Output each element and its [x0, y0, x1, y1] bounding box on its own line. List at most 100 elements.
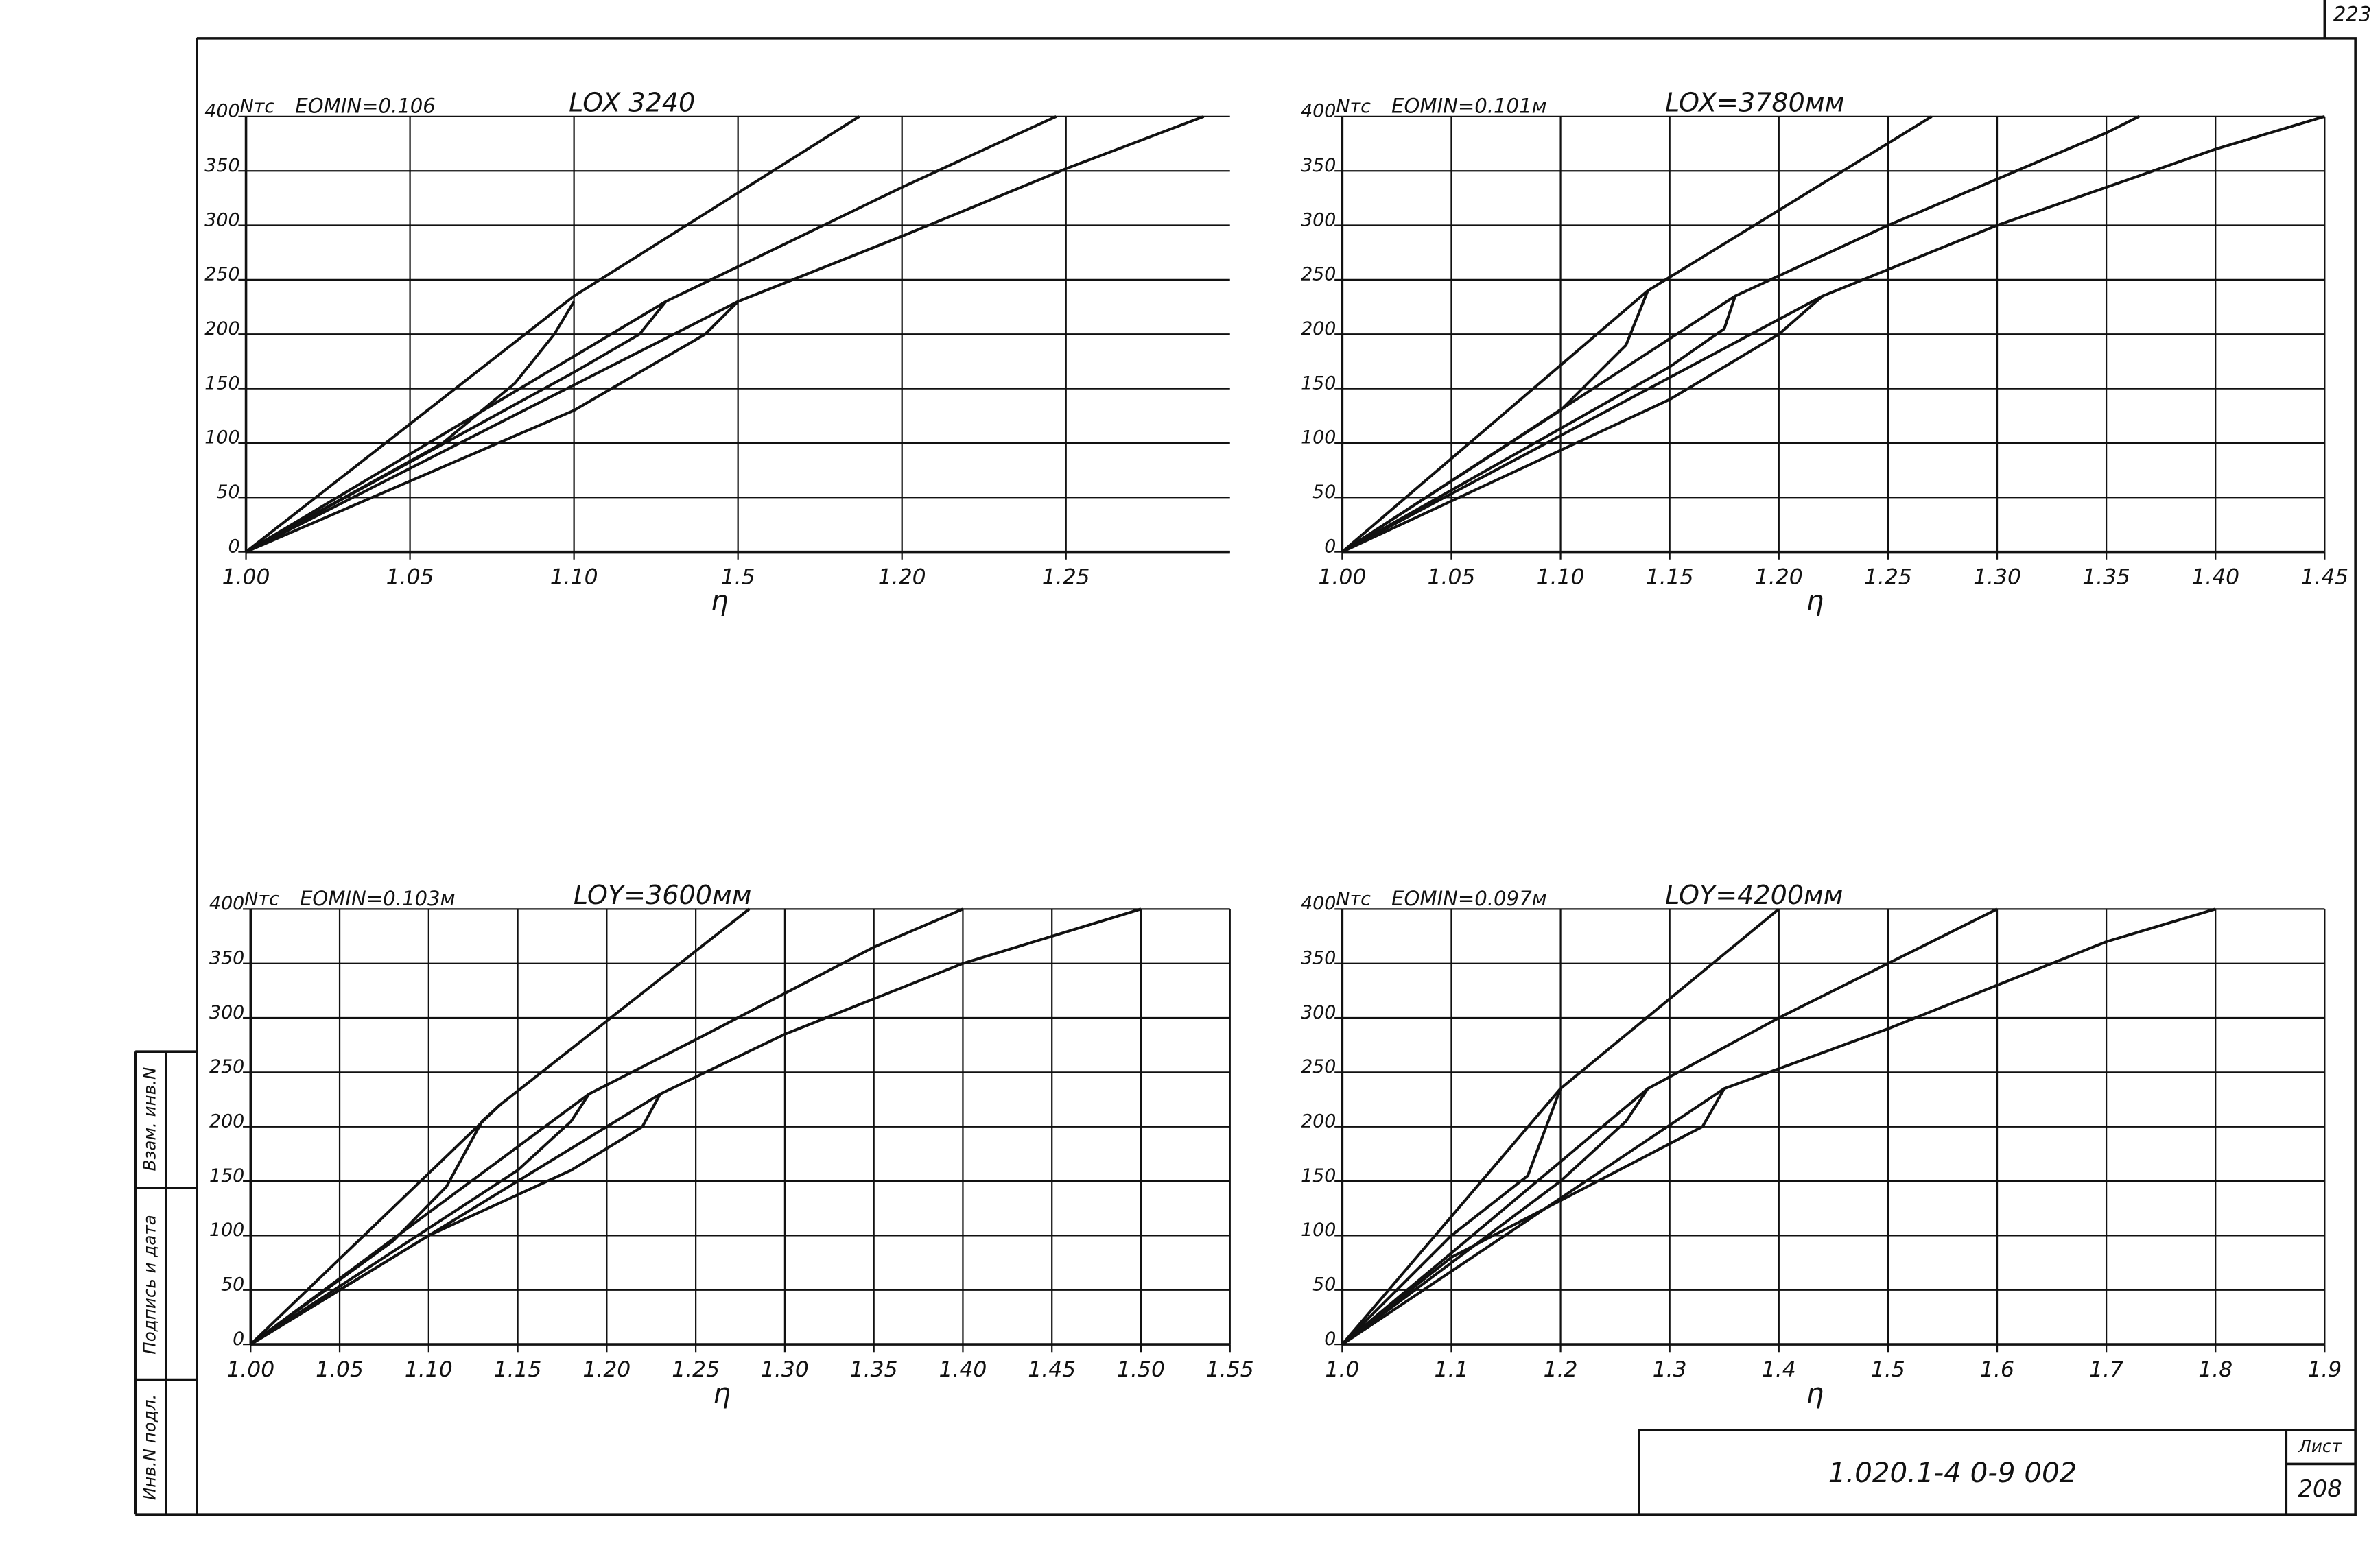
x-tick-label: 1.10 — [405, 1357, 453, 1382]
y-tick-label: 350 — [1301, 155, 1336, 176]
stamp-replacement: Взам. инв.N — [140, 1067, 160, 1171]
curve — [1341, 907, 1998, 1346]
y-tick-label: 50 — [221, 1274, 244, 1296]
x-tick-label: 1.6 — [1980, 1357, 2014, 1382]
y-tick-label: 150 — [209, 1165, 244, 1187]
sheet-number: 223 — [2333, 2, 2372, 25]
x-tick-label: 1.0 — [1325, 1357, 1359, 1382]
x-tick-label: 1.05 — [386, 565, 434, 590]
x-tick-label: 1.2 — [1544, 1357, 1578, 1382]
x-tick-label: 1.35 — [2082, 565, 2130, 590]
x-tick-label: 1.9 — [2307, 1357, 2342, 1382]
x-tick-label: 1.05 — [1428, 565, 1476, 590]
x-tick-label: 1.30 — [761, 1357, 809, 1382]
y-tick-label: 150 — [1301, 372, 1336, 394]
x-tick-label: 1.05 — [316, 1357, 364, 1382]
x-tick-label: 1.25 — [1042, 565, 1090, 590]
curve — [250, 1093, 591, 1346]
x-tick-label: 1.25 — [672, 1357, 720, 1382]
curve — [1341, 115, 2140, 554]
y-tick-label: 200 — [1301, 1111, 1336, 1132]
x-axis-label: η — [713, 1378, 731, 1409]
title-block — [1638, 1429, 2356, 1515]
x-tick-label: 1.4 — [1762, 1357, 1796, 1382]
y-tick-label: 150 — [204, 372, 239, 394]
curve — [1341, 1088, 1562, 1346]
curve — [1341, 907, 1780, 1346]
sheet-value: 208 — [2298, 1475, 2342, 1502]
x-tick-label: 1.00 — [1318, 565, 1366, 590]
y-axis-label: Nтс — [240, 96, 275, 117]
y-tick-label: 200 — [1301, 318, 1336, 340]
x-tick-label: 1.7 — [2089, 1357, 2123, 1382]
y-tick-label: 300 — [209, 1002, 244, 1023]
y-tick-label: 250 — [209, 1056, 244, 1078]
x-tick-label: 1.1 — [1435, 1357, 1469, 1382]
x-tick-label: 1.50 — [1117, 1357, 1165, 1382]
x-axis-label: η — [1806, 1378, 1824, 1409]
x-axis-label: η — [711, 585, 729, 617]
x-tick-label: 1.25 — [1864, 565, 1912, 590]
x-tick-label: 1.30 — [1973, 565, 2021, 590]
y-tick-label: 350 — [204, 155, 239, 176]
y-tick-label: 250 — [204, 264, 239, 285]
x-tick-label: 1.15 — [1646, 565, 1694, 590]
curve — [1341, 907, 2216, 1346]
y-tick-label: 200 — [204, 318, 239, 340]
y-tick-label: 0 — [1324, 1329, 1336, 1350]
y-axis-label: Nтс — [1336, 888, 1371, 909]
y-tick-label: 50 — [216, 481, 239, 503]
x-tick-label: 1.00 — [222, 565, 270, 590]
curve — [1341, 115, 2325, 554]
x-tick-label: 1.10 — [1537, 565, 1585, 590]
side-stamp — [134, 1050, 198, 1515]
annotation: EOMIN=0.097м — [1391, 887, 1547, 910]
annotation: EOMIN=0.106 — [295, 94, 436, 117]
x-tick-label: 1.00 — [226, 1357, 274, 1382]
x-tick-label: 1.20 — [582, 1357, 631, 1382]
y-tick-label: 300 — [1301, 1002, 1336, 1023]
curve — [245, 115, 1205, 554]
y-tick-label: 400 — [209, 893, 244, 914]
x-tick-label: 1.3 — [1653, 1357, 1687, 1382]
y-tick-label: 150 — [1301, 1165, 1336, 1187]
x-tick-label: 1.45 — [2300, 565, 2348, 590]
y-tick-label: 300 — [204, 209, 239, 230]
x-tick-label: 1.20 — [878, 565, 926, 590]
curve — [245, 300, 740, 554]
x-axis-label: η — [1806, 585, 1824, 617]
y-tick-label: 100 — [209, 1219, 244, 1241]
curve — [250, 907, 1142, 1346]
x-tick-label: 1.40 — [2191, 565, 2239, 590]
y-tick-label: 0 — [233, 1329, 244, 1350]
chart-title: LOY=3600мм — [574, 880, 752, 910]
document-code: 1.020.1-4 0-9 002 — [1828, 1457, 2077, 1489]
x-tick-label: 1.5 — [721, 565, 755, 590]
y-axis-label: Nтс — [244, 888, 279, 909]
x-tick-label: 1.20 — [1755, 565, 1803, 590]
curve — [1341, 1088, 1725, 1346]
y-tick-label: 50 — [1312, 481, 1336, 503]
annotation: EOMIN=0.101м — [1391, 94, 1547, 117]
y-tick-label: 0 — [1324, 536, 1336, 557]
curve — [1341, 296, 1737, 554]
y-tick-label: 200 — [209, 1111, 244, 1132]
annotation: EOMIN=0.103м — [300, 887, 456, 910]
y-tick-label: 300 — [1301, 209, 1336, 230]
stamp-signature: Подпись и дата — [140, 1215, 160, 1355]
curve — [250, 1093, 661, 1346]
sheet-label: Лист — [2298, 1436, 2342, 1456]
y-tick-label: 250 — [1301, 264, 1336, 285]
x-tick-label: 1.15 — [494, 1357, 542, 1382]
y-tick-label: 350 — [1301, 948, 1336, 969]
y-tick-label: 100 — [204, 427, 239, 449]
y-tick-label: 400 — [1301, 893, 1336, 914]
x-tick-label: 1.10 — [550, 565, 598, 590]
y-tick-label: 0 — [228, 536, 239, 557]
x-tick-label: 1.45 — [1028, 1357, 1076, 1382]
y-tick-label: 100 — [1301, 427, 1336, 449]
y-tick-label: 350 — [209, 948, 244, 969]
y-tick-label: 250 — [1301, 1056, 1336, 1078]
